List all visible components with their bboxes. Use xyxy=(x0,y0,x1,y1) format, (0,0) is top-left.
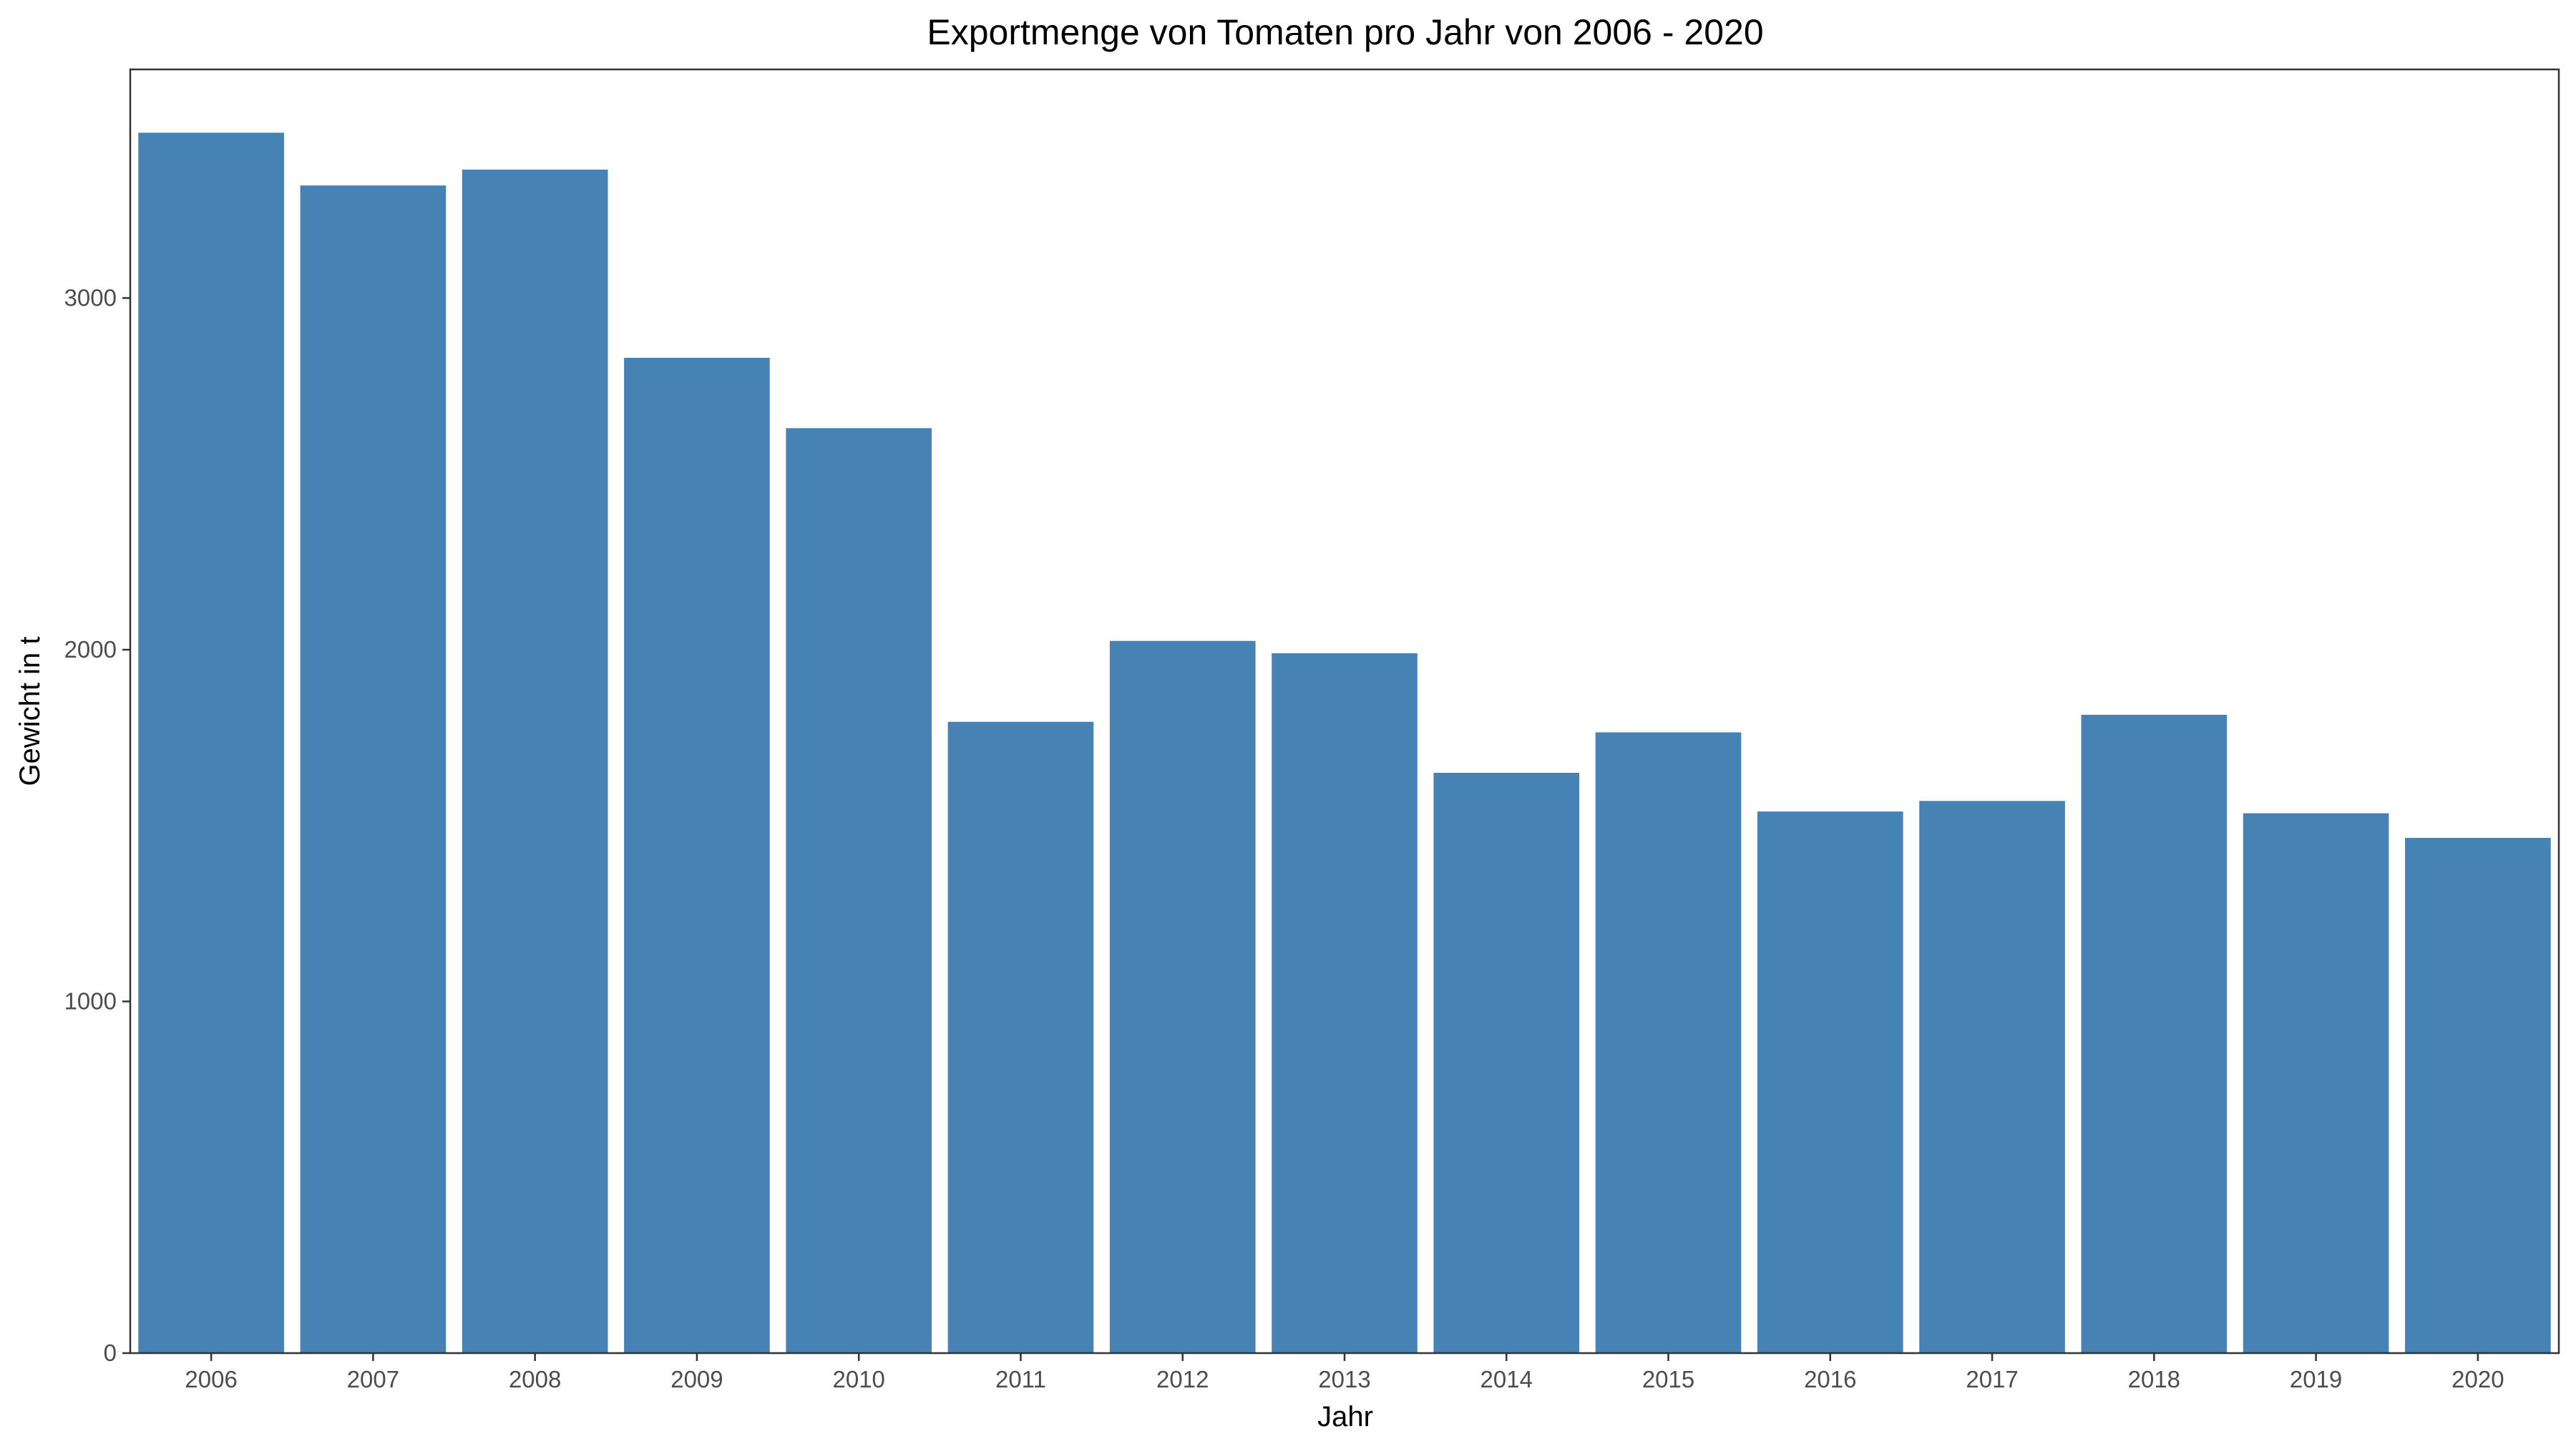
bar-2013 xyxy=(1272,653,1418,1353)
bar-2015 xyxy=(1595,732,1742,1353)
bar-2009 xyxy=(624,358,770,1353)
bar-2018 xyxy=(2081,714,2228,1353)
bars-layer xyxy=(138,132,2551,1354)
y-axis-title: Gewicht in t xyxy=(14,637,46,786)
bar-2020 xyxy=(2405,837,2551,1353)
x-tick-label-2010: 2010 xyxy=(832,1366,884,1392)
bar-2017 xyxy=(1919,801,2065,1353)
bar-2008 xyxy=(462,170,608,1353)
x-axis-title: Jahr xyxy=(1317,1401,1373,1433)
y-tick-label: 3000 xyxy=(64,284,117,311)
y-tick-label: 0 xyxy=(104,1340,117,1366)
x-tick-label-2017: 2017 xyxy=(1966,1366,2018,1392)
x-tick-label-2019: 2019 xyxy=(2290,1366,2342,1392)
bar-2010 xyxy=(786,428,932,1354)
y-tick-label: 1000 xyxy=(64,987,117,1014)
x-tick-label-2011: 2011 xyxy=(995,1366,1046,1392)
bar-2007 xyxy=(300,185,447,1353)
x-tick-label-2015: 2015 xyxy=(1642,1366,1694,1392)
x-tick-label-2013: 2013 xyxy=(1318,1366,1370,1392)
bar-2006 xyxy=(138,132,284,1354)
x-tick-label-2018: 2018 xyxy=(2128,1366,2180,1392)
x-tick-label-2007: 2007 xyxy=(347,1366,399,1392)
x-tick-label-2008: 2008 xyxy=(509,1366,561,1392)
x-axis: 2006 2007 2008 2009 2010 2011 2012 2013 2014 2015… xyxy=(185,1353,2504,1392)
bar-2016 xyxy=(1757,811,1903,1353)
bar-2012 xyxy=(1109,640,1256,1353)
x-tick-label-2014: 2014 xyxy=(1480,1366,1533,1392)
y-tick-label: 2000 xyxy=(64,636,117,663)
x-tick-label-2009: 2009 xyxy=(670,1366,723,1392)
y-axis: 0 1000 2000 3000 xyxy=(64,284,130,1366)
bar-2014 xyxy=(1433,773,1580,1353)
bar-2011 xyxy=(947,721,1094,1353)
bar-2019 xyxy=(2243,813,2389,1353)
x-tick-label-2020: 2020 xyxy=(2451,1366,2504,1392)
x-tick-label-2006: 2006 xyxy=(185,1366,237,1392)
x-tick-label-2012: 2012 xyxy=(1156,1366,1209,1392)
x-tick-label-2016: 2016 xyxy=(1804,1366,1856,1392)
chart-title: Exportmenge von Tomaten pro Jahr von 200… xyxy=(927,12,1763,52)
